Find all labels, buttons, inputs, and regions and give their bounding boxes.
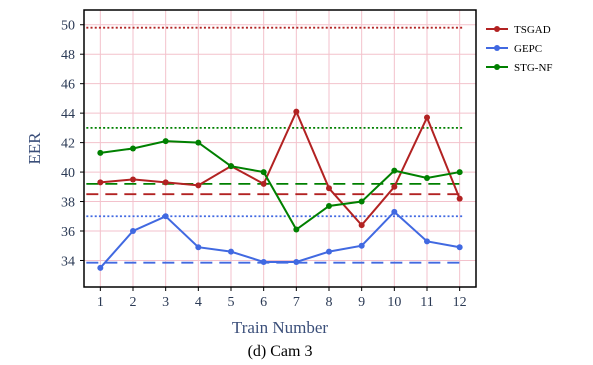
x-tick-label-1: 1 [97,295,104,310]
series-line-tsgad [100,109,461,227]
data-point-tsgad-4 [195,182,202,189]
y-axis-title: EER [25,132,44,165]
legend-marker-stg-nf [494,64,500,70]
y-tick-label-46: 46 [61,78,75,93]
data-point-gepc-4 [195,244,202,251]
data-point-stg-nf-8 [326,202,332,209]
x-tick-label-6: 6 [260,295,267,310]
data-point-gepc-6 [260,258,267,265]
data-point-stg-nf-2 [130,145,136,152]
plot-frame [83,9,477,288]
y-tick-label-42: 42 [61,137,75,152]
data-point-tsgad-8 [326,185,332,192]
reference-lines [86,26,463,264]
data-point-stg-nf-11 [424,174,430,181]
data-point-stg-nf-5 [228,163,234,170]
data-point-gepc-1 [97,264,104,271]
legend-marker-gepc [494,45,500,51]
data-point-stg-nf-12 [456,169,463,176]
legend-label-stg-nf: STG-NF [514,62,553,74]
data-point-stg-nf-6 [260,169,267,176]
data-point-tsgad-10 [391,183,398,190]
y-tick-label-36: 36 [61,225,75,240]
data-point-gepc-8 [326,248,332,255]
data-point-stg-nf-4 [195,139,202,146]
x-tick-label-8: 8 [326,295,333,310]
data-point-tsgad-7 [293,108,300,115]
figure-caption: (d) Cam 3 [248,343,313,360]
data-point-stg-nf-9 [358,198,365,205]
data-point-gepc-3 [162,213,169,220]
data-point-stg-nf-10 [391,167,398,174]
series-line-stg-nf [100,140,460,232]
grid-lines [84,10,476,287]
data-point-gepc-7 [293,258,300,265]
legend: TSGAD GEPC STG-NF [486,24,553,74]
data-point-gepc-11 [424,238,430,245]
x-tick-label-7: 7 [293,295,300,310]
data-point-gepc-2 [130,228,136,235]
x-tick-label-12: 12 [453,295,467,310]
legend-marker-tsgad [494,26,500,32]
legend-label-tsgad: TSGAD [514,24,551,36]
data-point-gepc-9 [358,242,365,249]
y-tick-label-38: 38 [61,196,75,211]
y-tick-label-40: 40 [61,166,75,181]
data-point-tsgad-9 [358,222,365,229]
x-tick-label-2: 2 [130,295,137,310]
data-point-tsgad-12 [456,195,463,202]
x-tick-label-4: 4 [195,295,202,310]
data-point-gepc-5 [228,248,234,255]
x-tick-label-11: 11 [420,295,433,310]
x-tick-labels: 1 2 3 4 5 6 7 8 9 10 11 12 [97,287,467,310]
data-point-tsgad-11 [424,114,430,121]
y-tick-label-34: 34 [61,254,75,269]
x-tick-label-3: 3 [162,295,169,310]
x-tick-label-5: 5 [228,295,235,310]
y-tick-labels: 34 36 38 40 42 44 46 48 50 [61,19,84,269]
legend-label-gepc: GEPC [514,43,542,55]
data-point-stg-nf-7 [293,226,300,233]
data-point-gepc-10 [391,208,398,215]
data-point-tsgad-2 [130,176,136,183]
data-point-tsgad-6 [260,180,267,187]
y-tick-label-48: 48 [61,48,75,63]
x-tick-label-10: 10 [387,295,401,310]
data-point-stg-nf-1 [97,149,104,156]
data-point-tsgad-1 [97,179,104,186]
series-line-gepc [99,210,460,269]
x-tick-label-9: 9 [358,295,365,310]
data-point-tsgad-3 [162,179,169,186]
data-point-stg-nf-3 [162,138,169,145]
y-tick-label-44: 44 [61,107,75,122]
y-tick-label-50: 50 [61,19,75,34]
data-point-gepc-12 [456,244,463,251]
series-lines [97,108,463,271]
x-axis-title: Train Number [232,318,329,337]
